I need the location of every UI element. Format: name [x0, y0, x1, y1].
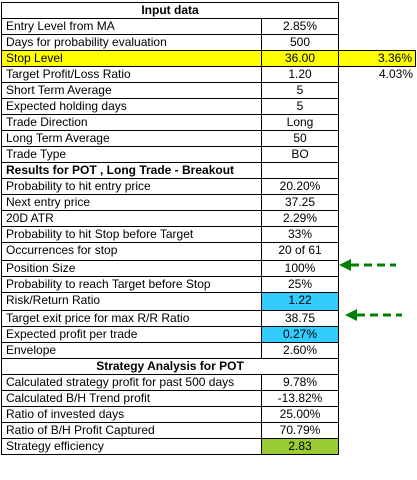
row-label[interactable]: Strategy efficiency: [1, 439, 262, 455]
strategy-header-row: Strategy Analysis for POT: [1, 359, 416, 375]
row-label[interactable]: Envelope: [1, 343, 262, 359]
table-row: Probability to hit entry price 20.20%: [1, 179, 416, 195]
row-value[interactable]: 37.25: [262, 195, 339, 211]
row-value[interactable]: 2.85%: [262, 19, 339, 35]
row-label[interactable]: Risk/Return Ratio: [1, 293, 262, 311]
row-value[interactable]: 25%: [262, 277, 339, 293]
row-label[interactable]: Short Term Average: [1, 83, 262, 99]
table-row: Ratio of invested days 25.00%: [1, 407, 416, 423]
table-row: Trade Type BO: [1, 147, 416, 163]
table-row: Long Term Average 50: [1, 131, 416, 147]
table-row: Short Term Average 5: [1, 83, 416, 99]
table-row: Ratio of B/H Profit Captured 70.79%: [1, 423, 416, 439]
row-label[interactable]: Ratio of B/H Profit Captured: [1, 423, 262, 439]
row-value[interactable]: 33%: [262, 227, 339, 243]
row-value[interactable]: BO: [262, 147, 339, 163]
row-label[interactable]: Ratio of invested days: [1, 407, 262, 423]
target-percent[interactable]: 4.03%: [378, 67, 413, 81]
row-label[interactable]: Calculated B/H Trend profit: [1, 391, 262, 407]
row-label[interactable]: Expected holding days: [1, 99, 262, 115]
row-value[interactable]: 500: [262, 35, 339, 51]
row-label[interactable]: Expected profit per trade: [1, 327, 262, 343]
expected-profit-value[interactable]: 0.27%: [262, 327, 339, 343]
row-value[interactable]: 5: [262, 83, 339, 99]
input-data-header: Input data: [1, 2, 339, 19]
strategy-efficiency-value[interactable]: 2.83: [262, 439, 339, 455]
dashed-arrow-left-icon: [345, 309, 402, 321]
row-label[interactable]: Trade Type: [1, 147, 262, 163]
table-row: 20D ATR 2.29%: [1, 211, 416, 227]
row-label[interactable]: Target Profit/Loss Ratio: [1, 67, 262, 83]
results-header: Results for POT , Long Trade - Breakout: [1, 163, 262, 179]
results-header-row: Results for POT , Long Trade - Breakout: [1, 163, 416, 179]
results-header-empty: [262, 163, 339, 179]
row-value[interactable]: 38.75: [262, 311, 339, 327]
row-value[interactable]: Long: [262, 115, 339, 131]
dashed-arrow-left-icon: [339, 259, 396, 271]
row-label[interactable]: Probability to hit Stop before Target: [1, 227, 262, 243]
row-value[interactable]: 9.78%: [262, 375, 339, 391]
row-label[interactable]: Target exit price for max R/R Ratio: [1, 311, 262, 327]
row-label[interactable]: Next entry price: [1, 195, 262, 211]
stop-level-value[interactable]: 36.00: [262, 51, 339, 67]
table-row: Calculated strategy profit for past 500 …: [1, 375, 416, 391]
table-row-stop-level: Stop Level 36.00 3.36%: [1, 50, 416, 67]
row-value[interactable]: 5: [262, 99, 339, 115]
row-value[interactable]: 1.20: [262, 67, 339, 83]
row-value[interactable]: 70.79%: [262, 423, 339, 439]
table-row: Calculated B/H Trend profit -13.82%: [1, 391, 416, 407]
table-row: Target Profit/Loss Ratio 1.20 4.03%: [1, 67, 416, 83]
table-row: Next entry price 37.25: [1, 195, 416, 211]
row-label[interactable]: Position Size: [1, 261, 262, 277]
row-label[interactable]: Probability to reach Target before Stop: [1, 277, 262, 293]
row-label[interactable]: Trade Direction: [1, 115, 262, 131]
table-row: Expected profit per trade 0.27%: [1, 327, 416, 343]
table-row: Occurrences for stop 20 of 61: [1, 243, 416, 261]
input-header-row: Input data: [1, 2, 416, 19]
row-value[interactable]: -13.82%: [262, 391, 339, 407]
row-label[interactable]: Entry Level from MA: [1, 19, 262, 35]
row-label[interactable]: Occurrences for stop: [1, 243, 262, 261]
risk-return-value[interactable]: 1.22: [262, 293, 339, 311]
row-value[interactable]: 50: [262, 131, 339, 147]
table-row: Target exit price for max R/R Ratio 38.7…: [1, 311, 416, 327]
row-value[interactable]: 25.00%: [262, 407, 339, 423]
table-row: Position Size 100%: [1, 261, 416, 277]
stop-level-label[interactable]: Stop Level: [1, 51, 262, 67]
row-label[interactable]: 20D ATR: [1, 211, 262, 227]
table-row: Entry Level from MA 2.85%: [1, 19, 416, 35]
table-row: Probability to reach Target before Stop …: [1, 277, 416, 293]
row-value[interactable]: 100%: [262, 261, 339, 277]
table-row: Days for probability evaluation 500: [1, 35, 416, 51]
table-row: Envelope 2.60%: [1, 343, 416, 359]
table-row: Strategy efficiency 2.83: [1, 439, 416, 455]
row-label[interactable]: Days for probability evaluation: [1, 35, 262, 51]
row-label[interactable]: Long Term Average: [1, 131, 262, 147]
row-value[interactable]: 20 of 61: [262, 243, 339, 261]
row-label[interactable]: Calculated strategy profit for past 500 …: [1, 375, 262, 391]
row-label[interactable]: Probability to hit entry price: [1, 179, 262, 195]
table-row-risk-return: Risk/Return Ratio 1.22: [1, 293, 416, 311]
stop-level-percent[interactable]: 3.36%: [339, 50, 416, 67]
strategy-header: Strategy Analysis for POT: [1, 359, 339, 375]
row-value[interactable]: 2.29%: [262, 211, 339, 227]
table-row: Expected holding days 5: [1, 99, 416, 115]
table-row: Probability to hit Stop before Target 33…: [1, 227, 416, 243]
row-value[interactable]: 20.20%: [262, 179, 339, 195]
table-row: Trade Direction Long: [1, 115, 416, 131]
row-value[interactable]: 2.60%: [262, 343, 339, 359]
